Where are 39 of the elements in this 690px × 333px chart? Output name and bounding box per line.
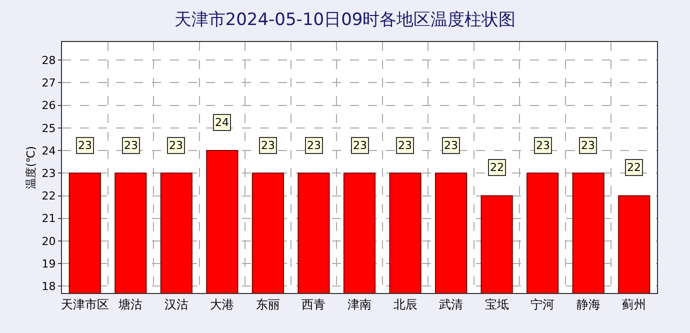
data-label: 23 [581, 139, 595, 152]
y-tick-label: 25 [42, 122, 56, 135]
y-tick-label: 26 [42, 99, 56, 112]
data-label: 23 [78, 139, 92, 152]
data-label: 23 [169, 139, 183, 152]
x-tick-label: 东丽 [256, 297, 280, 312]
data-label: 23 [353, 139, 367, 152]
x-tick-label: 北辰 [393, 297, 418, 312]
y-tick-label: 19 [42, 257, 56, 270]
data-label: 23 [398, 139, 412, 152]
y-tick-label: 21 [42, 212, 56, 226]
data-label: 23 [261, 139, 275, 152]
x-tick-label: 宝坻 [484, 297, 509, 312]
x-tick-label: 汉沽 [164, 297, 188, 312]
data-label: 23 [536, 139, 550, 152]
x-tick-label: 大港 [210, 297, 234, 312]
data-label: 23 [307, 139, 321, 152]
data-label: 23 [124, 139, 138, 152]
chart-title: 天津市2024-05-10日09时各地区温度柱状图 [174, 10, 516, 30]
x-tick-label: 天津市区 [60, 297, 109, 312]
data-label: 24 [215, 116, 229, 129]
x-tick-label: 宁河 [530, 297, 555, 312]
x-tick-label: 津南 [348, 297, 372, 312]
x-tick-label: 静海 [576, 297, 600, 312]
x-tick-label: 塘沽 [118, 297, 143, 312]
y-tick-label: 27 [42, 76, 56, 90]
y-tick-label: 20 [42, 234, 56, 248]
x-tick-label: 西青 [302, 297, 326, 312]
x-tick-label: 武清 [439, 297, 464, 312]
x-tick-label: 蓟州 [622, 297, 646, 312]
data-label: 22 [627, 161, 641, 174]
y-tick-label: 24 [42, 144, 56, 158]
data-label: 23 [444, 139, 458, 152]
y-axis-title: 温度(℃) [24, 146, 38, 189]
y-tick-label: 18 [42, 280, 56, 294]
data-label: 22 [490, 161, 504, 174]
y-tick-label: 28 [42, 54, 56, 67]
y-tick-label: 22 [42, 190, 56, 203]
y-tick-label: 23 [42, 167, 56, 180]
